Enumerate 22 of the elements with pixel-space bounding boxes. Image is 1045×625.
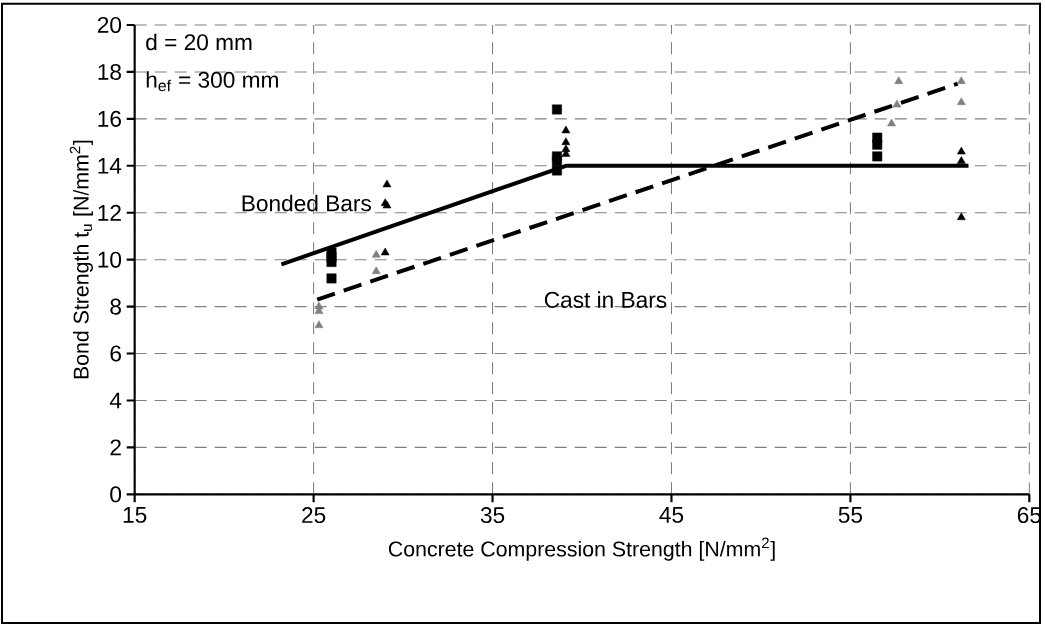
x-tick-label: 35 — [480, 507, 505, 524]
text: Cast in Bars — [544, 291, 667, 308]
y-tick-label: 20 — [97, 16, 122, 34]
x-tick-label: 25 — [302, 507, 326, 524]
annotation: h$_{ef}$ = 300 mm — [146, 71, 278, 92]
y-tick-label: 4 — [109, 392, 122, 409]
y-tick-label: 14 — [98, 157, 122, 174]
y-tick-label: 6 — [110, 345, 121, 362]
x-tick-label: 45 — [659, 507, 684, 523]
x-tick-label: 15 — [123, 507, 147, 523]
x-axis-title: Concrete Compression Strength [N/mm$^{2}$] — [388, 537, 775, 561]
y-tick-label: 2 — [110, 439, 121, 456]
y-axis-title: Bond Strength t$_{u}$ [N/mm$^{2}$] — [69, 140, 93, 379]
y-tick-label: 18 — [98, 63, 121, 80]
y-tick-label: 12 — [98, 204, 121, 221]
y-tick-label: 10 — [98, 251, 122, 268]
x-tick-label: 55 — [838, 507, 863, 523]
y-tick-label: 16 — [98, 110, 121, 127]
annotation: d = 20 mm — [146, 33, 252, 51]
series-label: Bonded Bars — [242, 194, 371, 212]
y-tick-label: 8 — [110, 298, 121, 315]
y-tick-label: 0 — [110, 486, 122, 503]
